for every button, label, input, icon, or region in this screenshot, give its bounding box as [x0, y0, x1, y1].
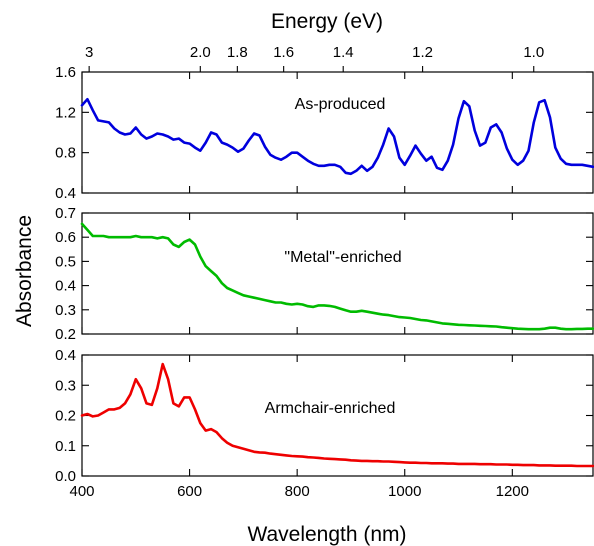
- plot-panels: 0.40.81.21.6As-produced0.20.30.40.50.60.…: [55, 64, 594, 485]
- panel-1: 0.4 0.8 1.2 1.6 As-produced: [55, 64, 594, 202]
- panel-frame: [81, 212, 594, 335]
- panel-label: As-produced: [295, 96, 386, 113]
- y-tick-label: 0.5: [55, 253, 76, 270]
- y-tick-label: 0.4: [55, 185, 76, 202]
- x-tick-label: 400: [69, 483, 94, 500]
- y-tick-label: 0.7: [55, 205, 76, 222]
- absorbance-axis-title: Absorbance: [13, 215, 36, 327]
- y-tick-label: 0.2: [55, 326, 76, 343]
- y-tick-label: 0.8: [55, 145, 76, 162]
- x-tick-label: 800: [285, 483, 310, 500]
- y-tick-label: 0.4: [55, 278, 76, 295]
- panel-frame: [81, 71, 594, 194]
- series-line: [80, 97, 594, 176]
- x-tick-label: 1000: [388, 483, 421, 500]
- energy-tick-label: 1.6: [273, 44, 294, 61]
- y-tick-label: 0.4: [55, 347, 76, 364]
- energy-tick-label: 1.8: [227, 44, 248, 61]
- panel-label: Armchair-enriched: [265, 400, 396, 417]
- x-tick-label: 1200: [496, 483, 529, 500]
- energy-tick-label: 2.0: [190, 44, 211, 61]
- series-line: [80, 222, 594, 331]
- y-tick-label: 0.2: [55, 408, 76, 425]
- series-line: [80, 362, 594, 468]
- energy-tick-label: 1.2: [412, 44, 433, 61]
- y-tick-label: 0.3: [55, 302, 76, 319]
- panel-2: 0.2 0.3 0.4 0.5 0.6 0.7 "Metal"-enriched: [55, 205, 594, 343]
- y-tick-label: 0.6: [55, 229, 76, 246]
- energy-tick-label: 1.0: [523, 44, 544, 61]
- panel-3: 0.0 0.1 0.2 0.3 0.4 Armchair-enriched: [55, 347, 594, 485]
- energy-tick-label: 1.4: [333, 44, 354, 61]
- y-tick-label: 1.6: [55, 64, 76, 81]
- energy-tick-label: 3: [85, 44, 93, 61]
- x-tick-label: 600: [177, 483, 202, 500]
- energy-axis: 3 2.0 1.8 1.6 1.4 1.2 1.0: [85, 44, 544, 72]
- y-tick-label: 0.1: [55, 438, 76, 455]
- wavelength-axis: 400 600 800 1000 1200: [69, 483, 529, 500]
- y-tick-label: 1.2: [55, 104, 76, 121]
- y-tick-label: 0.3: [55, 377, 76, 394]
- wavelength-axis-title: Wavelength (nm): [247, 523, 406, 546]
- energy-axis-title: Energy (eV): [271, 10, 383, 33]
- y-tick-label: 0.0: [55, 468, 76, 485]
- panel-label: "Metal"-enriched: [284, 249, 401, 266]
